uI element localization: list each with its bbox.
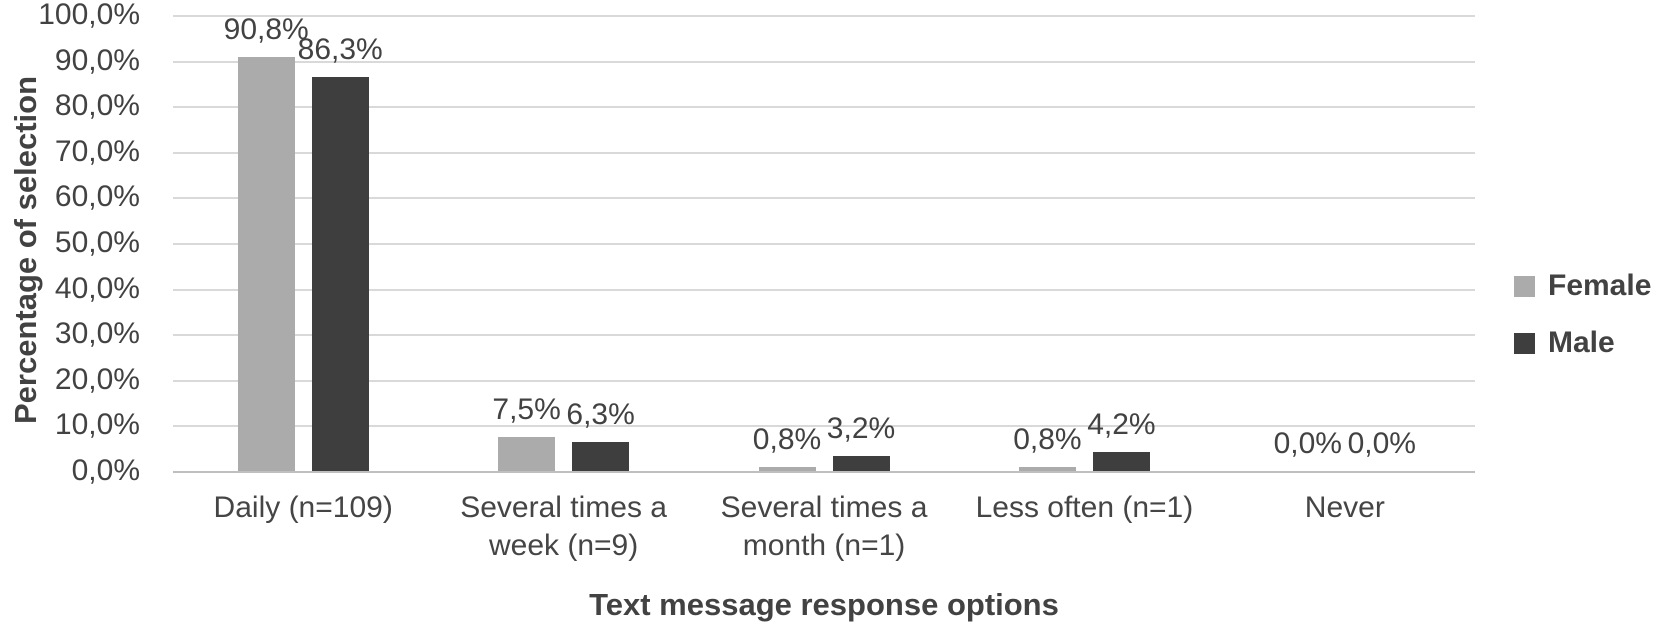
plot-area: 90,8% 86,3% 7,5% 6,3% 0,8% 3,2% 0,8% 4,2% 0,0% 0,… (173, 12, 1475, 473)
gridline (173, 243, 1475, 245)
male-bar (1092, 451, 1150, 471)
female-data-label: 0,8% (1013, 423, 1082, 457)
gridline (173, 288, 1475, 291)
legend: Female Male (1514, 269, 1652, 359)
legend-item-male: Male (1514, 326, 1651, 359)
y-tick-label: 10,0% (54, 408, 140, 442)
female-bar (1018, 467, 1076, 471)
male-data-label: 86,3% (297, 33, 383, 67)
legend-item-female: Female (1514, 269, 1652, 302)
male-bar (572, 442, 630, 471)
y-tick-label: 20,0% (54, 362, 140, 396)
female-data-label: 90,8% (223, 12, 309, 46)
y-tick-label: 30,0% (54, 317, 140, 351)
x-axis-line (173, 471, 1475, 473)
female-bar (498, 436, 556, 471)
y-tick-label: 100,0% (38, 0, 140, 31)
female-data-label: 0,8% (752, 423, 822, 457)
x-category-label: Several times a week (n=9) (460, 491, 667, 562)
gridline (173, 425, 1475, 428)
female-data-label: 0,0% (1273, 427, 1342, 460)
female-bar (237, 56, 295, 471)
y-tick-label: 60,0% (54, 180, 140, 214)
male-data-label: 4,2% (1087, 407, 1156, 441)
gridline (173, 334, 1475, 337)
y-tick-label: 40,0% (54, 271, 140, 305)
x-axis-title: Text message response options (589, 587, 1059, 622)
y-tick-label: 50,0% (54, 226, 140, 259)
male-data-label: 6,3% (566, 398, 635, 432)
male-bar (832, 456, 890, 471)
gridline (173, 60, 1475, 63)
female-bar (758, 467, 816, 471)
female-data-label: 7,5% (492, 392, 561, 426)
y-tick-label: 0,0% (71, 454, 140, 487)
y-tick-label: 80,0% (54, 89, 140, 123)
y-tick-label: 70,0% (54, 134, 140, 168)
male-swatch-icon (1514, 332, 1535, 354)
gridline (173, 151, 1475, 154)
male-data-label: 3,2% (826, 412, 896, 446)
gridline (173, 15, 1475, 17)
legend-label: Male (1548, 326, 1615, 359)
x-category-label: Less often (n=1) (975, 491, 1194, 524)
x-category-label: Never (1304, 491, 1385, 524)
legend-label: Female (1548, 269, 1652, 302)
gridline (173, 197, 1475, 200)
x-category-label: Several times a month (n=1) (720, 491, 928, 562)
female-swatch-icon (1514, 275, 1535, 297)
gridline (173, 106, 1475, 109)
male-bar (311, 77, 369, 471)
gridline (173, 379, 1475, 382)
male-data-label: 0,0% (1347, 427, 1416, 460)
y-tick-label: 90,0% (54, 43, 140, 77)
x-category-label: Daily (n=109) (213, 491, 393, 524)
